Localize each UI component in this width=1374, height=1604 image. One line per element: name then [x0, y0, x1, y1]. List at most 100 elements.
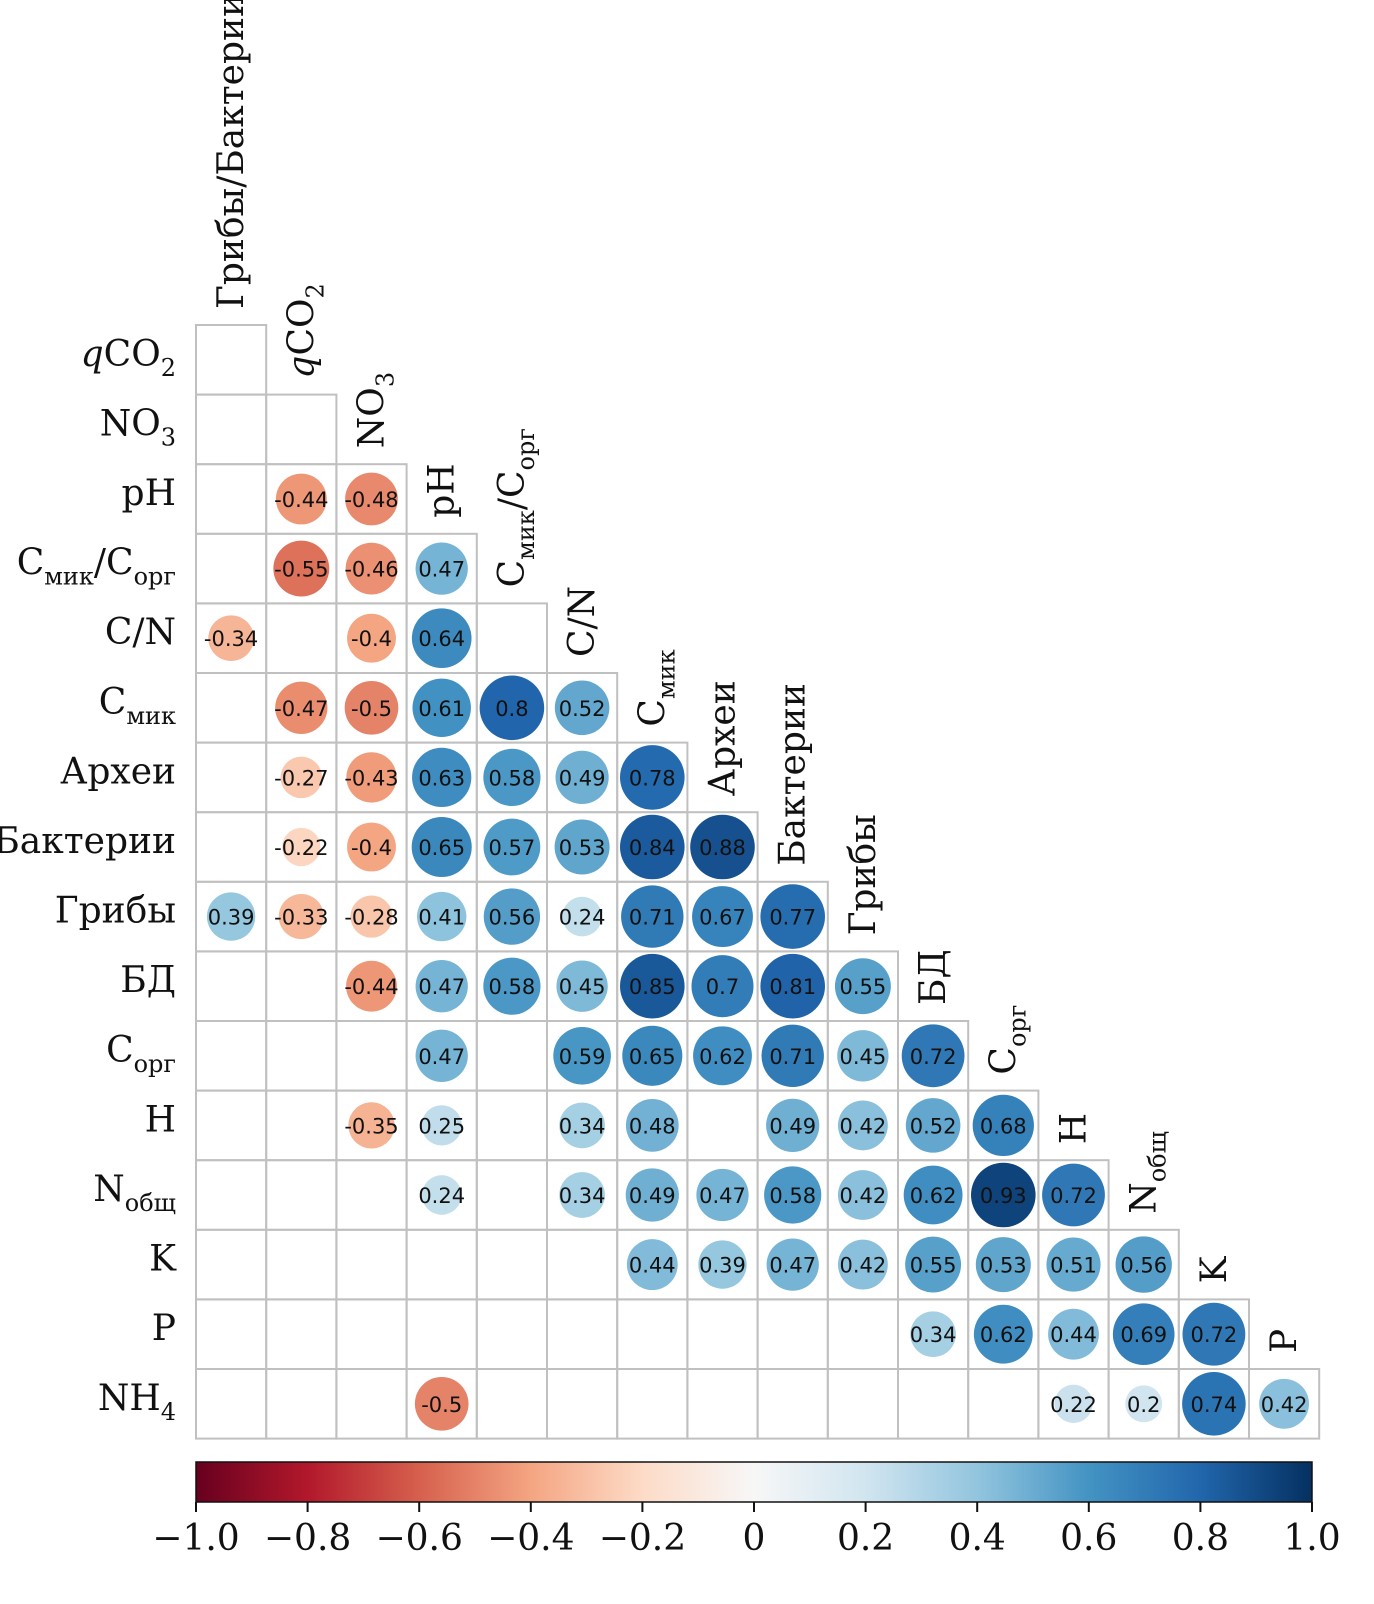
correlation-value: 0.71: [769, 1045, 816, 1069]
correlation-circle: [415, 960, 468, 1013]
column-label: Cмик: [632, 649, 680, 726]
correlation-circle: [345, 542, 398, 595]
correlation-circle: [415, 542, 468, 595]
correlation-circle: [483, 818, 541, 876]
correlation-circle: [766, 1098, 820, 1153]
correlation-value: 0.2: [1127, 1393, 1160, 1417]
grid-cell: [195, 1368, 268, 1440]
correlation-value: -0.22: [274, 836, 328, 860]
correlation-value: 0.24: [559, 906, 606, 930]
grid-cell: [756, 1298, 829, 1371]
matrix-grid: [195, 324, 1321, 1440]
grid-cell: [195, 1089, 268, 1162]
correlation-circle: [621, 885, 684, 948]
column-label: Грибы: [843, 814, 884, 935]
correlation-value: -0.44: [274, 488, 328, 512]
row-label: Cорг: [106, 1030, 176, 1078]
grid-cell: [686, 1298, 759, 1371]
correlation-value: 0.67: [699, 906, 746, 930]
grid-cell: [405, 1298, 478, 1371]
correlation-value: 0.51: [1050, 1254, 1097, 1278]
correlation-circle: [760, 884, 825, 949]
correlation-circle: [837, 1030, 889, 1082]
column-label: Cорг: [983, 1005, 1031, 1075]
correlation-circle: [837, 1239, 888, 1290]
correlation-circle: [901, 1024, 965, 1088]
correlation-value: 0.56: [489, 906, 536, 930]
grid-cell: [826, 1368, 899, 1440]
grid-cell: [475, 602, 548, 675]
correlation-circle: [275, 473, 327, 525]
correlation-circle: [346, 752, 397, 803]
colorbar-tick-label: 0.4: [949, 1518, 1006, 1559]
correlation-circle: [1115, 1236, 1172, 1293]
correlation-circle: [411, 608, 472, 669]
correlation-value: 0.22: [1050, 1393, 1097, 1417]
colorbar-tick-label: −1.0: [152, 1518, 239, 1559]
correlation-circle: [414, 1376, 469, 1431]
row-label: Nобщ: [93, 1169, 176, 1217]
correlation-value: 0.49: [559, 766, 606, 790]
correlation-value: 0.55: [910, 1254, 957, 1278]
grid-cell: [475, 1159, 548, 1231]
grid-cell: [475, 1228, 548, 1301]
correlation-circle: [620, 953, 685, 1019]
grid-cell: [967, 1368, 1040, 1440]
correlation-circle: [417, 891, 467, 942]
correlation-value: 0.25: [418, 1114, 465, 1138]
correlation-value: 0.52: [910, 1114, 957, 1138]
grid-cell: [265, 1159, 338, 1231]
grid-cell: [265, 1228, 338, 1301]
correlation-circle: [347, 613, 396, 663]
correlation-value: 0.44: [1050, 1323, 1097, 1347]
correlation-value: 0.62: [980, 1323, 1027, 1347]
row-label: qCO2: [81, 334, 176, 382]
correlation-circle: [690, 814, 755, 880]
column-label: pH: [422, 463, 463, 517]
correlation-value: 0.57: [489, 836, 536, 860]
colorbar-tick-label: 0: [743, 1518, 766, 1559]
colorbar-tick-label: 0.8: [1172, 1518, 1229, 1559]
row-label: H: [145, 1099, 176, 1140]
correlation-circle: [764, 1166, 822, 1224]
correlation-circle: [559, 1172, 605, 1218]
correlation-value: 0.58: [769, 1184, 816, 1208]
correlation-circle: [905, 1098, 961, 1153]
grid-cell: [195, 532, 268, 605]
correlation-value: 0.49: [629, 1184, 676, 1208]
correlation-value: -0.43: [344, 766, 398, 790]
grid-cell: [335, 1159, 408, 1231]
correlation-value: 0.41: [418, 906, 465, 930]
column-labels: Грибы/Бактерии qCO2 NO3 pH Cмик/Cорг C/N Cмик А…: [211, 0, 1305, 1353]
correlation-value: 0.47: [418, 975, 465, 999]
correlation-value: 0.88: [699, 836, 746, 860]
correlation-value: -0.4: [351, 627, 392, 651]
correlation-value: 0.44: [629, 1254, 676, 1278]
correlation-value: 0.39: [699, 1254, 746, 1278]
correlation-circles: -0.44 -0.48 -0.55 -0.46 0.47 -0.34 -0.4 0.64 -0.…: [204, 472, 1310, 1436]
correlation-circle: [278, 894, 324, 940]
row-label: Грибы: [55, 891, 176, 932]
correlation-value: 0.84: [629, 836, 676, 860]
correlation-value: 0.7: [706, 975, 739, 999]
column-label: NO3: [352, 372, 400, 448]
correlation-value: 0.52: [559, 697, 606, 721]
grid-cell: [335, 1228, 408, 1301]
grid-cell: [616, 1368, 689, 1440]
row-labels: qCO2 NO3 pH Cмик/Cорг C/N Cмик Археи Бактерии Гр…: [0, 334, 177, 1426]
correlation-value: -0.35: [344, 1114, 398, 1138]
correlation-circle: [625, 1168, 679, 1222]
correlation-circle: [347, 822, 396, 872]
grid-cell: [195, 324, 268, 396]
correlation-circle: [973, 1304, 1033, 1364]
correlation-value: 0.45: [840, 1045, 887, 1069]
grid-cell: [265, 1368, 338, 1440]
correlation-value: -0.5: [421, 1393, 462, 1417]
row-label: Археи: [60, 751, 176, 792]
correlation-circle: [1259, 1378, 1310, 1429]
grid-cell: [897, 1368, 970, 1440]
correlation-value: -0.27: [274, 766, 328, 790]
grid-cell: [335, 1298, 408, 1371]
column-label: Археи: [703, 680, 744, 796]
